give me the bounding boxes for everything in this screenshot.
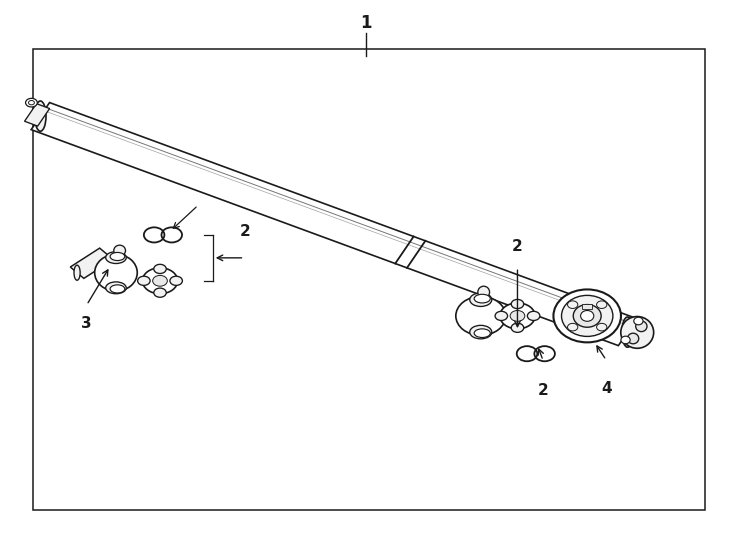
Ellipse shape <box>511 323 524 333</box>
Bar <box>582 304 592 309</box>
Ellipse shape <box>138 276 150 285</box>
Ellipse shape <box>110 252 125 261</box>
Ellipse shape <box>154 288 166 297</box>
Ellipse shape <box>106 252 126 264</box>
Ellipse shape <box>636 321 647 332</box>
Ellipse shape <box>474 294 490 303</box>
Ellipse shape <box>106 282 126 294</box>
Circle shape <box>597 301 607 308</box>
Ellipse shape <box>553 289 621 342</box>
Ellipse shape <box>511 299 524 309</box>
Text: 1: 1 <box>360 14 371 32</box>
Ellipse shape <box>495 311 507 321</box>
Ellipse shape <box>170 276 182 285</box>
Circle shape <box>29 100 34 105</box>
Ellipse shape <box>633 317 643 325</box>
Ellipse shape <box>456 296 506 335</box>
Ellipse shape <box>622 317 633 347</box>
Ellipse shape <box>527 311 539 321</box>
Ellipse shape <box>581 310 594 321</box>
Circle shape <box>153 275 167 286</box>
Ellipse shape <box>621 336 631 344</box>
Ellipse shape <box>500 303 535 329</box>
Text: 3: 3 <box>81 316 92 331</box>
Ellipse shape <box>470 325 492 339</box>
Ellipse shape <box>628 333 639 344</box>
Polygon shape <box>31 103 637 346</box>
Polygon shape <box>70 248 113 279</box>
Circle shape <box>597 323 607 331</box>
Circle shape <box>567 301 578 308</box>
Circle shape <box>567 323 578 331</box>
Ellipse shape <box>562 295 613 336</box>
Ellipse shape <box>621 316 654 348</box>
Ellipse shape <box>74 265 80 280</box>
Ellipse shape <box>110 285 125 293</box>
Ellipse shape <box>114 245 126 256</box>
Ellipse shape <box>142 268 178 294</box>
Text: 2: 2 <box>538 383 548 399</box>
Ellipse shape <box>474 329 490 338</box>
Ellipse shape <box>478 286 490 298</box>
Ellipse shape <box>154 265 166 273</box>
Text: 2: 2 <box>512 239 523 254</box>
Bar <box>33 49 705 510</box>
Ellipse shape <box>34 101 46 131</box>
Text: 2: 2 <box>240 224 251 239</box>
Circle shape <box>26 98 37 107</box>
Polygon shape <box>24 104 50 126</box>
Circle shape <box>510 310 525 321</box>
Ellipse shape <box>573 305 601 327</box>
Text: 4: 4 <box>601 381 611 396</box>
Ellipse shape <box>95 254 137 291</box>
Ellipse shape <box>470 293 492 307</box>
